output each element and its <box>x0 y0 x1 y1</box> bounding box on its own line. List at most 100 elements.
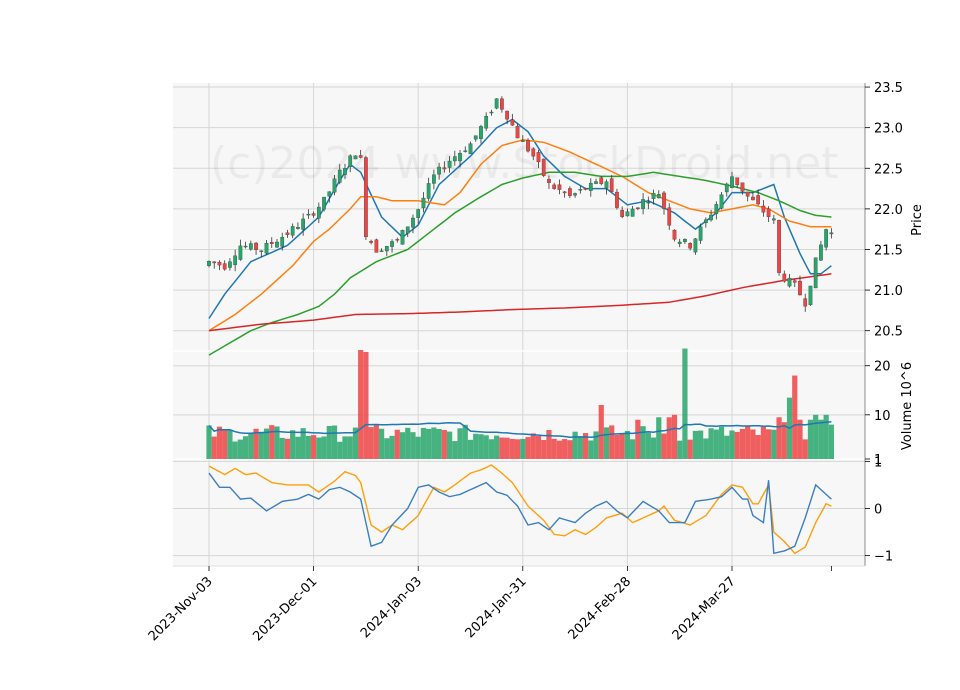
candle-body <box>792 280 797 283</box>
axes <box>173 83 866 567</box>
volume-tick-label: 20 <box>874 360 891 375</box>
volume-bar <box>467 439 474 459</box>
candle-body <box>552 184 557 189</box>
oscillator-tick-label: 1 <box>874 455 882 470</box>
volume-bar <box>750 429 756 459</box>
candle-body <box>547 179 551 183</box>
volume-bar <box>745 426 751 459</box>
volume-bar <box>567 440 573 459</box>
volume-bar <box>337 441 343 459</box>
volume-bar <box>598 405 604 459</box>
date-tick-label: 2024-Feb-28 <box>566 574 635 643</box>
volume-bar <box>494 435 500 459</box>
candle-body <box>233 255 237 266</box>
volume-bar <box>394 429 400 459</box>
volume-bar <box>645 432 651 459</box>
oscillator-tick-label: −1 <box>874 550 893 565</box>
candle-body <box>452 156 457 162</box>
volume-bar <box>284 438 291 459</box>
volume-bar <box>572 431 578 459</box>
volume-bar <box>331 425 338 459</box>
candle-body <box>222 263 227 270</box>
volume-bar <box>619 433 625 459</box>
candle-body <box>290 226 295 236</box>
volume-bar <box>384 438 390 459</box>
candle-body <box>651 193 656 199</box>
price-tick-label: 22.5 <box>874 162 903 177</box>
volume-bar <box>426 428 432 459</box>
candle-body <box>735 177 740 186</box>
candle-body <box>819 244 823 261</box>
volume-bar <box>514 439 521 459</box>
candle-body <box>761 205 766 213</box>
volume-bar <box>352 427 359 459</box>
volume-bar <box>478 434 484 459</box>
volume-bar <box>781 422 787 459</box>
volume-bar <box>588 440 594 459</box>
volume-bar <box>724 435 730 459</box>
candle-body <box>437 166 441 175</box>
date-tick-label: 2024-Mar-27 <box>670 574 739 643</box>
volume-bar <box>823 414 829 459</box>
candle-body <box>798 280 802 296</box>
candle-body <box>379 250 384 252</box>
candle-body <box>248 243 253 250</box>
volume-bar <box>551 438 557 459</box>
volume-bar <box>509 438 515 459</box>
volume-bar <box>253 428 259 459</box>
candle-body <box>688 243 693 249</box>
candle-body <box>405 226 410 234</box>
candle-body <box>400 229 405 245</box>
oscillator-line <box>208 472 832 555</box>
candle-body <box>463 150 468 152</box>
volume-bar <box>734 431 740 459</box>
volume-bar <box>263 428 270 459</box>
volume-bar <box>677 440 683 459</box>
candle-body <box>316 206 321 219</box>
candle-body <box>285 232 290 235</box>
candle-body <box>745 191 750 197</box>
volume-bar <box>556 440 563 459</box>
candle-body <box>353 155 358 160</box>
candle-body <box>588 182 593 191</box>
volume-bar <box>792 375 798 459</box>
candle-body <box>479 126 483 139</box>
volume-bar <box>457 428 463 459</box>
volume-bar <box>358 350 364 459</box>
volume-bar <box>718 426 725 459</box>
candle-body <box>515 125 520 139</box>
price-tick-label: 23.5 <box>874 81 903 96</box>
volume-bar <box>614 434 620 459</box>
volume-bar <box>807 419 814 459</box>
volume-bar <box>650 437 657 459</box>
candle-body <box>337 169 342 183</box>
candle-body <box>751 196 755 201</box>
candle-body <box>756 195 761 205</box>
moving-average-line <box>208 118 832 319</box>
candle-body <box>646 201 651 204</box>
volume-bar <box>802 439 808 459</box>
volume-bar <box>776 417 782 459</box>
candle-body <box>704 219 708 223</box>
candle-body <box>306 213 311 216</box>
price-axis-label: Price <box>910 204 925 236</box>
candle-body <box>374 239 379 253</box>
volume-bar <box>300 428 306 459</box>
candle-body <box>322 196 326 210</box>
candle-body <box>698 226 703 241</box>
volume-bar <box>410 432 416 459</box>
volume-bar <box>708 428 714 459</box>
oscillator-tick-label: 0 <box>874 502 882 517</box>
candle-body <box>421 197 426 209</box>
volume-bar <box>473 433 479 459</box>
candle-body <box>500 98 504 110</box>
volume-bar <box>483 435 489 459</box>
candle-body <box>740 182 745 192</box>
price-tick-label: 21.5 <box>874 243 903 258</box>
candle-body <box>526 140 530 152</box>
candle-body <box>672 229 677 240</box>
candle-body <box>625 211 630 217</box>
volume-bar <box>222 430 228 459</box>
volume-bar <box>295 436 301 459</box>
volume-bar <box>760 426 766 459</box>
